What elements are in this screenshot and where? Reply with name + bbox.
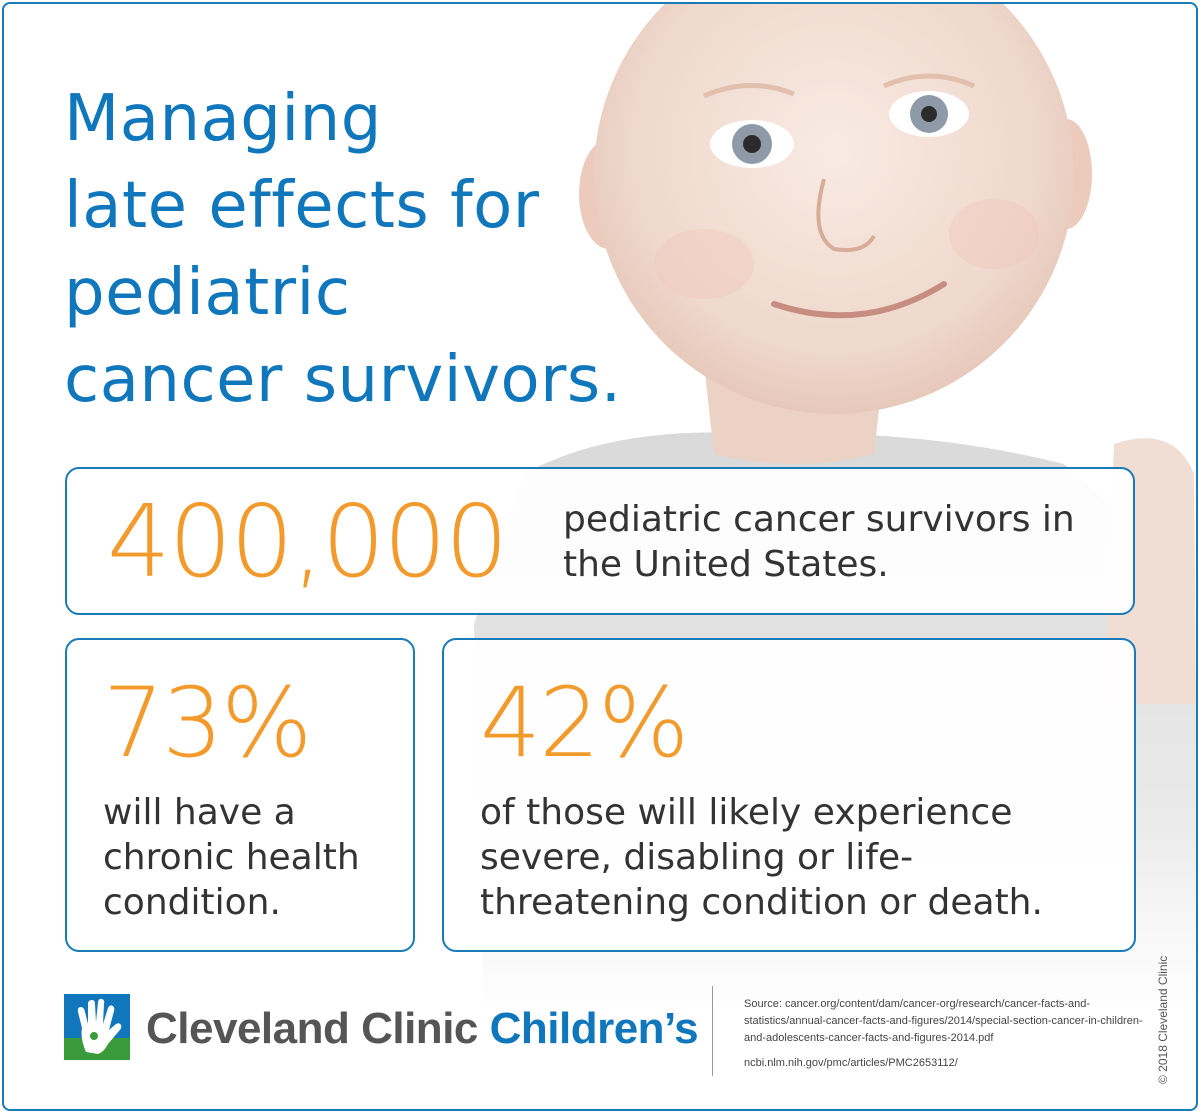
title-line-3: pediatric bbox=[64, 256, 351, 330]
stat-description: pediatric cancer survivors in the United… bbox=[563, 499, 1075, 585]
stat-box-chronic: 73% will have a chronic health condition… bbox=[65, 638, 415, 952]
copyright-notice: © 2018 Cleveland Clinic bbox=[1156, 955, 1170, 1084]
brand-name-part1: Cleveland Clinic bbox=[146, 1004, 490, 1053]
stat-description: will have a chronic health condition. bbox=[103, 792, 360, 923]
hand-logo-icon bbox=[64, 994, 130, 1060]
stat-description: of those will likely experience severe, … bbox=[480, 792, 1043, 923]
brand-name: Cleveland Clinic Children’s bbox=[146, 1002, 699, 1056]
page-title: Managing late effects for pediatric canc… bbox=[64, 76, 622, 424]
brand-name-part2: Children’s bbox=[489, 1004, 699, 1053]
stat-value: 42% bbox=[480, 667, 689, 779]
stat-value: 73% bbox=[103, 667, 312, 779]
title-line-1: Managing bbox=[64, 82, 382, 156]
title-line-4: cancer survivors. bbox=[64, 343, 622, 417]
source-line-2: ncbi.nlm.nih.gov/pmc/articles/PMC2653112… bbox=[744, 1057, 958, 1069]
title-line-2: late effects for bbox=[64, 169, 540, 243]
stat-box-survivors: 400,000 pediatric cancer survivors in th… bbox=[65, 467, 1135, 615]
stat-box-severe: 42% of those will likely experience seve… bbox=[442, 638, 1136, 952]
brand-logo: Cleveland Clinic Children’s bbox=[64, 994, 704, 1064]
stat-value: 400,000 bbox=[107, 483, 509, 600]
footer-divider bbox=[712, 986, 713, 1076]
sources: Source: cancer.org/content/dam/cancer-or… bbox=[744, 996, 1144, 1080]
source-line-1: Source: cancer.org/content/dam/cancer-or… bbox=[744, 998, 1143, 1044]
